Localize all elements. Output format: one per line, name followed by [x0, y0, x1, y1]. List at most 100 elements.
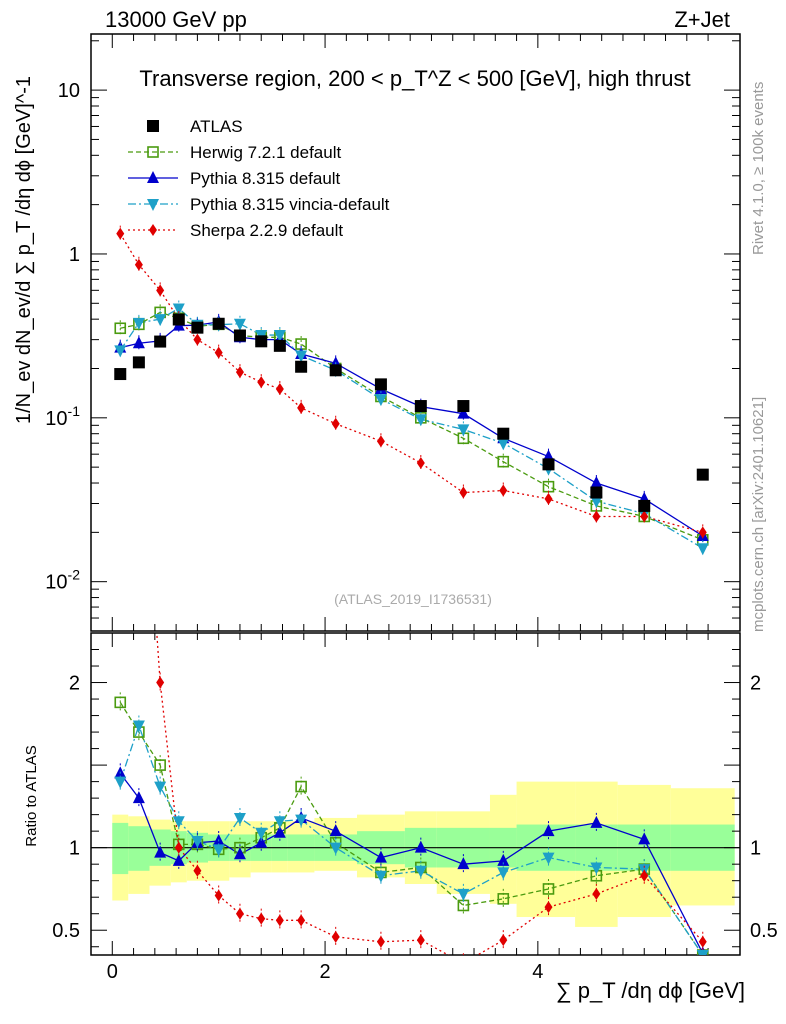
point-pythia-8-315-vincia-default — [172, 303, 185, 316]
ratio-tick-label: 1 — [69, 838, 80, 860]
ratio-point-pythia-8-315-vincia-default — [255, 827, 268, 840]
ratio-point-pythia-8-315-vincia-default — [497, 867, 510, 880]
point-atlas — [638, 499, 651, 512]
point-atlas — [497, 427, 510, 440]
point-atlas — [273, 339, 286, 352]
legend-label-sherpa-2-2-9-default: Sherpa 2.2.9 default — [190, 221, 343, 240]
main-lines — [119, 233, 704, 549]
legend-marker-herwig-7-2-1-default — [147, 146, 159, 158]
ratio-y-label: Ratio to ATLAS — [23, 745, 40, 846]
ratio-bands — [112, 781, 735, 927]
ratio-point-herwig-7-2-1-default — [114, 696, 127, 709]
point-pythia-8-315-default — [457, 406, 470, 419]
line-pythia-8-315-default — [120, 321, 704, 537]
line-pythia-8-315-vincia-default — [119, 307, 704, 549]
plot-title: Transverse region, 200 < p_T^Z < 500 [Ge… — [139, 66, 690, 91]
y-tick-exponent: -2 — [68, 567, 81, 583]
ratio-point-pythia-8-315-vincia-default — [542, 852, 555, 865]
point-pythia-8-315-vincia-default — [132, 317, 145, 330]
point-atlas — [374, 378, 387, 391]
point-pythia-8-315-vincia-default — [154, 314, 167, 327]
ratio-point-pythia-8-315-vincia-default — [374, 870, 387, 883]
point-atlas — [295, 360, 308, 373]
legend-label-atlas: ATLAS — [190, 117, 243, 136]
point-sherpa-2-2-9-default — [416, 456, 425, 469]
main-markers — [114, 225, 709, 557]
ratio-point-sherpa-2-2-9-default — [174, 841, 183, 854]
point-atlas — [172, 313, 185, 326]
ratio-point-sherpa-2-2-9-default — [235, 907, 244, 920]
ratio-point-pythia-8-315-vincia-default — [172, 816, 185, 829]
point-sherpa-2-2-9-default — [214, 346, 223, 359]
ratio-point-pythia-8-315-vincia-default — [273, 816, 286, 829]
ratio-point-pythia-8-315-vincia-default — [329, 842, 342, 855]
header-left: 13000 GeV pp — [105, 7, 247, 32]
ratio-point-sherpa-2-2-9-default — [297, 914, 306, 927]
ratio-point-pythia-8-315-vincia-default — [132, 720, 145, 733]
y-tick-exponent: -1 — [68, 403, 81, 419]
point-pythia-8-315-vincia-default — [295, 350, 308, 363]
point-sherpa-2-2-9-default — [156, 284, 165, 297]
point-atlas — [590, 486, 603, 499]
ratio-point-herwig-7-2-1-default — [154, 759, 166, 771]
ratio-tick-label: 2 — [69, 673, 80, 695]
ratio-point-pythia-8-315-default — [255, 835, 268, 848]
point-sherpa-2-2-9-default — [297, 401, 306, 414]
ratio-point-sherpa-2-2-9-default — [376, 935, 385, 948]
ratio-point-pythia-8-315-default — [329, 824, 342, 837]
point-sherpa-2-2-9-default — [116, 227, 125, 240]
ratio-point-pythia-8-315-vincia-default — [696, 950, 709, 955]
x-axis-label: ∑ p_T /dη dϕ [GeV] — [556, 978, 745, 1003]
ratio-point-sherpa-2-2-9-default — [698, 935, 707, 948]
point-atlas — [329, 364, 342, 377]
ratio-point-pythia-8-315-vincia-default — [414, 865, 427, 878]
point-pythia-8-315-vincia-default — [414, 414, 427, 427]
x-tick-label: 4 — [532, 961, 543, 983]
point-pythia-8-315-default — [132, 336, 145, 349]
band-green — [112, 822, 129, 875]
point-herwig-7-2-1-default — [497, 455, 510, 468]
ratio-point-pythia-8-315-vincia-default — [457, 888, 470, 901]
point-atlas — [212, 317, 225, 330]
band-green — [128, 826, 150, 871]
ratio-point-pythia-8-315-default — [172, 853, 185, 866]
ratio-point-herwig-7-2-1-default — [295, 780, 307, 793]
point-sherpa-2-2-9-default — [235, 366, 244, 379]
ratio-point-pythia-8-315-default — [374, 850, 387, 863]
ratio-point-sherpa-2-2-9-default — [544, 901, 553, 914]
ratio-point-sherpa-2-2-9-default — [459, 957, 467, 969]
ratio-point-pythia-8-315-vincia-default — [233, 812, 246, 825]
y-tick-label: 10-2 — [45, 567, 80, 594]
ratio-point-pythia-8-315-vincia-default — [590, 862, 603, 875]
ratio-point-sherpa-2-2-9-default — [275, 914, 284, 927]
ratio-point-pythia-8-315-default — [132, 791, 145, 804]
point-pythia-8-315-vincia-default — [114, 345, 127, 358]
legend-marker-pythia-8-315-vincia-default — [147, 199, 159, 211]
ratio-point-herwig-7-2-1-default — [542, 883, 555, 895]
point-atlas — [191, 321, 204, 334]
legend: ATLAS Herwig 7.2.1 default Pythia 8.315 de… — [128, 117, 390, 240]
point-sherpa-2-2-9-default — [134, 258, 143, 271]
ratio-tick-label: 0.5 — [52, 920, 80, 942]
ratio-point-pythia-8-315-default — [273, 825, 286, 838]
point-atlas — [696, 468, 709, 481]
ratio-point-herwig-7-2-1-default — [497, 893, 510, 905]
ratio-point-sherpa-2-2-9-default — [592, 887, 601, 900]
point-pythia-8-315-vincia-default — [273, 330, 286, 343]
ratio-point-pythia-8-315-default — [457, 857, 470, 870]
ratio-point-pythia-8-315-vincia-default — [154, 781, 167, 794]
ratio-tick-label-right: 2 — [750, 673, 761, 695]
x-tick-label: 0 — [107, 961, 118, 983]
ratio-point-pythia-8-315-default — [154, 845, 167, 858]
ratio-point-pythia-8-315-default — [590, 815, 603, 828]
point-pythia-8-315-vincia-default — [233, 318, 246, 331]
ratio-point-sherpa-2-2-9-default — [416, 934, 425, 947]
ratio-point-sherpa-2-2-9-default — [193, 864, 202, 877]
ratio-point-sherpa-2-2-9-default — [331, 930, 340, 943]
point-herwig-7-2-1-default — [114, 322, 127, 335]
ratio-point-pythia-8-315-default — [497, 853, 510, 866]
point-sherpa-2-2-9-default — [459, 486, 468, 499]
point-pythia-8-315-vincia-default — [590, 496, 603, 509]
ratio-point-pythia-8-315-default — [414, 840, 427, 853]
point-pythia-8-315-vincia-default — [497, 438, 510, 451]
